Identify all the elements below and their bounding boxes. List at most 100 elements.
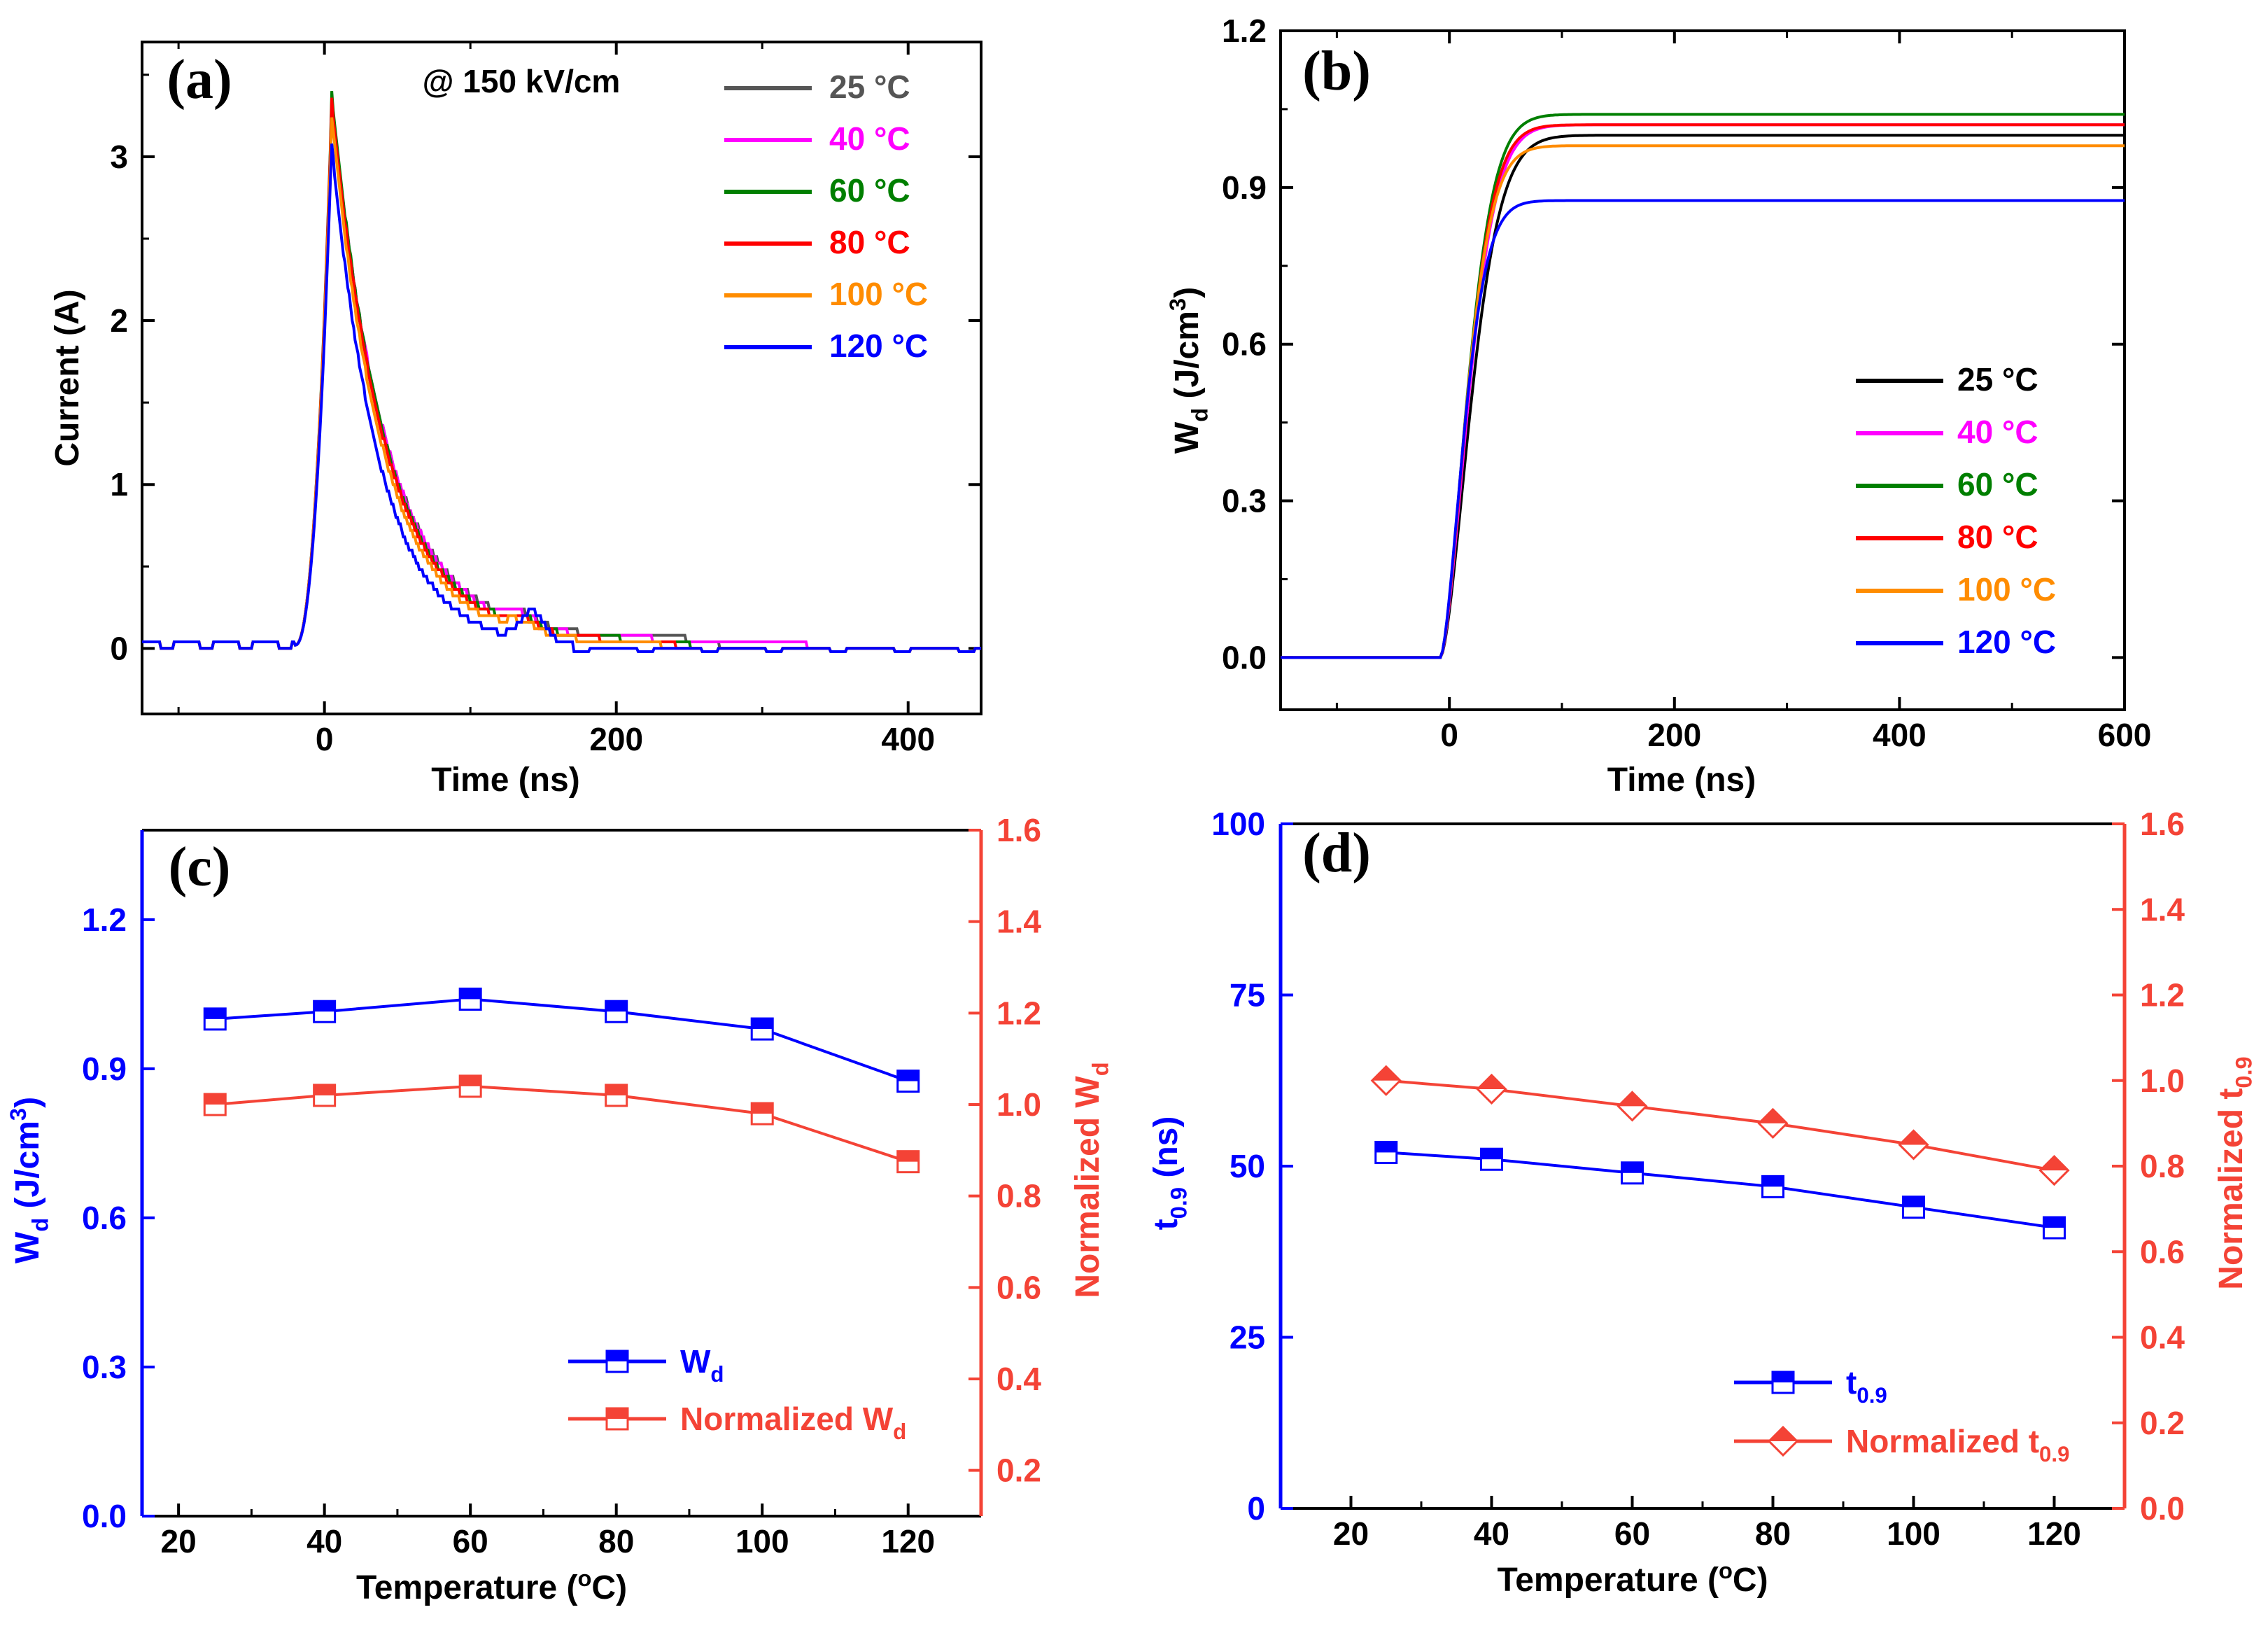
y-tick-label-left: 0.6 <box>82 1200 127 1236</box>
marker-square-fill <box>1773 1372 1794 1382</box>
y-tick-label-right: 1.2 <box>996 995 1041 1031</box>
marker-square-fill <box>1762 1176 1784 1187</box>
marker-square-fill <box>460 988 481 1000</box>
y-tick-label-right: 1.4 <box>996 904 1041 940</box>
x-tick-label: 0 <box>1440 717 1458 753</box>
y-tick-label-right: 0.6 <box>996 1269 1041 1305</box>
series-line-5 <box>1281 199 2125 659</box>
panel-label: (c) <box>169 836 231 898</box>
marker-square-fill <box>204 1094 226 1105</box>
x-tick-label: 200 <box>1647 717 1701 753</box>
y-axis-label-right: Normalized t0.9 <box>2213 1056 2256 1289</box>
x-axis-label: Temperature (oC) <box>1497 1557 1768 1599</box>
x-tick-label: 100 <box>1887 1515 1941 1552</box>
legend-entry: 25 °C <box>1957 361 2038 398</box>
y-tick-label: 1 <box>110 466 128 503</box>
legend-entry: Normalized Wd <box>680 1401 906 1444</box>
x-tick-label: 120 <box>881 1523 935 1560</box>
panel-d-t09-vs-temperature: 20 40 60 80 100 120 0 25 50 75 100 0.0 0.2 0.4 0.6 0.8 1… <box>1148 806 2256 1599</box>
x-axis-label: Time (ns) <box>431 762 579 799</box>
series-line-1 <box>215 1084 909 1163</box>
y-tick-label: 0.3 <box>1222 483 1267 519</box>
legend-entry: 40 °C <box>1957 414 2038 450</box>
x-tick-label: 60 <box>453 1523 488 1560</box>
y-tick-label-right: 0.2 <box>996 1452 1041 1489</box>
panel-a-current-vs-time: 0 200 400 0 1 2 3 Time (ns) Current (A) (a) @ 150 … <box>49 41 982 799</box>
y-tick-label-left: 0.9 <box>82 1051 127 1087</box>
marker-square-fill <box>605 1084 627 1095</box>
y-tick-label-right: 1.2 <box>2140 977 2185 1014</box>
marker-square-fill <box>314 1001 335 1012</box>
y-tick-label-right: 1.0 <box>996 1086 1041 1123</box>
x-tick-label: 100 <box>735 1523 789 1560</box>
x-tick-label: 40 <box>1474 1515 1509 1552</box>
panel-b-wd-vs-time: 0 200 400 600 0.0 0.3 0.6 0.9 1.2 Time (ns) Wd (J/… <box>1164 13 2152 799</box>
x-axis-label: Time (ns) <box>1607 762 1756 799</box>
x-tick-label: 80 <box>598 1523 634 1560</box>
y-tick-label-right: 0.2 <box>2140 1405 2185 1441</box>
legend-entry: 100 °C <box>829 276 928 312</box>
marker-diamond-fill <box>1899 1130 1928 1145</box>
panel-label: (d) <box>1302 822 1371 884</box>
y-tick-label-right: 0.4 <box>2140 1319 2185 1356</box>
y-tick-label-left: 0 <box>1247 1490 1265 1527</box>
y-tick-label: 0.9 <box>1222 169 1267 206</box>
x-tick-label: 120 <box>2027 1515 2081 1552</box>
marker-square-fill <box>1903 1196 1924 1207</box>
y-axis-label: Wd (J/cm3) <box>1164 287 1213 454</box>
legend-entry: 25 °C <box>829 69 910 105</box>
marker-square-fill <box>314 1084 335 1095</box>
y-tick-label-right: 0.4 <box>996 1361 1041 1397</box>
marker-square-fill <box>752 1103 773 1114</box>
y-tick-label: 3 <box>110 139 128 175</box>
legend-entry: 80 °C <box>829 224 910 260</box>
legend-entry: Normalized t0.9 <box>1846 1423 2070 1466</box>
marker-square-fill <box>1481 1149 1502 1160</box>
panel-label: (a) <box>167 49 232 111</box>
marker-square-fill <box>752 1018 773 1030</box>
marker-diamond-fill <box>1372 1066 1400 1081</box>
y-tick-label-left: 0.3 <box>82 1349 127 1385</box>
series-line-0 <box>215 997 909 1083</box>
legend-entry: 80 °C <box>1957 519 2038 555</box>
y-tick-label-right: 1.6 <box>996 812 1041 848</box>
panel-c-wd-vs-temperature: 20 40 60 80 100 120 0.0 0.3 0.6 0.9 1.2 0.2 0.4 0.6 0.… <box>5 812 1113 1606</box>
marker-diamond-fill <box>2040 1156 2069 1171</box>
marker-square-fill <box>607 1351 628 1361</box>
y-tick-label: 0.0 <box>1222 639 1267 675</box>
series-line-5 <box>142 143 981 653</box>
x-tick-label: 200 <box>589 721 643 757</box>
y-axis-label-left: t0.9 (ns) <box>1148 1116 1191 1231</box>
x-tick-label: 600 <box>2098 717 2152 753</box>
legend-entry: 60 °C <box>1957 466 2038 503</box>
y-axis-label-left: Wd (J/cm3) <box>5 1097 53 1263</box>
marker-square-fill <box>605 1001 627 1012</box>
y-tick-label: 1.2 <box>1222 13 1267 49</box>
series-line-1 <box>1386 1079 2055 1172</box>
marker-square-fill <box>204 1008 226 1019</box>
marker-diamond-fill <box>1618 1092 1647 1107</box>
y-tick-label-left: 75 <box>1230 977 1265 1014</box>
series-line-0 <box>1386 1151 2055 1229</box>
marker-diamond-fill <box>1769 1427 1797 1441</box>
y-tick-label-right: 0.6 <box>2140 1233 2185 1270</box>
y-axis-label: Current (A) <box>49 289 86 466</box>
legend-entry: Wd <box>680 1343 724 1387</box>
y-tick-label-right: 1.0 <box>2140 1063 2185 1099</box>
marker-diamond-fill <box>1477 1074 1506 1089</box>
legend-entry: 60 °C <box>829 172 910 209</box>
y-tick-label-right: 1.6 <box>2140 806 2185 842</box>
x-tick-label: 20 <box>161 1523 197 1560</box>
y-tick-label-left: 25 <box>1230 1319 1265 1356</box>
y-tick-label: 0 <box>110 630 128 666</box>
x-tick-label: 60 <box>1614 1515 1650 1552</box>
y-tick-label-right: 1.4 <box>2140 891 2185 927</box>
marker-square-fill <box>1375 1142 1397 1153</box>
field-annotation: @ 150 kV/cm <box>423 63 621 99</box>
plot-frame <box>1279 29 2126 711</box>
legend-entry: t0.9 <box>1846 1364 1887 1408</box>
marker-square-fill <box>2043 1217 2065 1228</box>
x-tick-label: 40 <box>307 1523 342 1560</box>
legend-entry: 100 °C <box>1957 571 2056 608</box>
